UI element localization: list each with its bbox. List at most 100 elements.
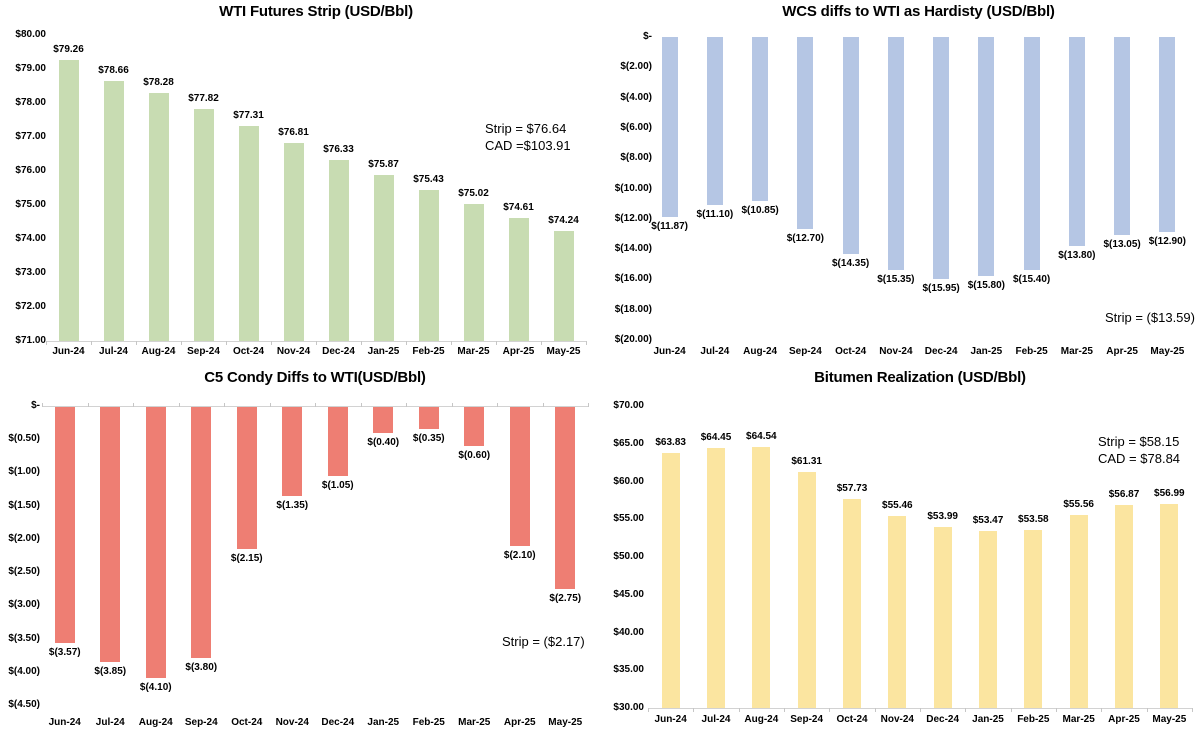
bar xyxy=(1159,37,1176,233)
axis-tick-mark xyxy=(181,341,182,345)
bar xyxy=(752,447,771,708)
x-axis-category-label: Mar-25 xyxy=(458,717,491,728)
y-axis-tick-label: $65.00 xyxy=(613,437,644,449)
axis-tick-mark xyxy=(693,708,695,712)
bar xyxy=(1160,504,1179,708)
x-axis-category-label: Jun-24 xyxy=(654,714,687,725)
x-axis-category-label: Mar-25 xyxy=(457,346,490,357)
y-axis-tick-label: $75.00 xyxy=(15,199,46,210)
x-axis-category-label: Sep-24 xyxy=(790,714,824,725)
strip-annotation: Strip = ($13.59) xyxy=(1105,309,1195,326)
x-axis-category-label: Dec-24 xyxy=(322,346,355,357)
x-axis-category-label: Feb-25 xyxy=(1017,714,1050,725)
bar xyxy=(464,406,485,446)
bar xyxy=(418,406,439,430)
bar-value-label: $75.87 xyxy=(368,159,399,171)
chart-title: C5 Condy Diffs to WTI(USD/Bbl) xyxy=(204,369,426,386)
bar-value-label: $(4.10) xyxy=(139,682,172,694)
bar xyxy=(797,37,814,230)
y-axis-tick-label: $(2.00) xyxy=(620,61,652,73)
y-axis-tick-label: $77.00 xyxy=(15,131,46,142)
x-axis-category-label: Sep-24 xyxy=(187,346,220,357)
bar xyxy=(661,452,680,708)
bar xyxy=(1069,515,1088,708)
y-axis-tick-label: $(20.00) xyxy=(614,334,652,345)
axis-tick-mark xyxy=(451,341,452,345)
bar xyxy=(1024,529,1043,708)
x-axis-category-label: Jan-25 xyxy=(970,346,1003,357)
x-axis-category-label: Sep-24 xyxy=(184,717,218,728)
y-axis-tick-label: $(2.00) xyxy=(8,532,40,544)
y-axis-tick-label: $(2.50) xyxy=(8,566,40,578)
axis-tick-mark xyxy=(226,341,227,345)
bar-value-label: $(0.35) xyxy=(412,433,445,445)
bar xyxy=(327,406,348,476)
axis-tick-mark xyxy=(178,403,180,407)
bar-value-label: $(15.95) xyxy=(922,282,960,294)
axis-tick-mark xyxy=(136,341,137,345)
axis-tick-mark xyxy=(46,341,47,345)
y-axis-tick-label: $35.00 xyxy=(613,664,644,676)
bar-value-label: $(0.60) xyxy=(458,449,491,461)
axis-tick-mark xyxy=(738,708,740,712)
x-axis-category-label: Dec-24 xyxy=(926,714,960,725)
axis-tick-mark xyxy=(87,403,89,407)
axis-tick-mark xyxy=(406,403,407,407)
bar xyxy=(797,471,816,708)
y-axis-tick-label: $- xyxy=(31,400,40,411)
axis-tick-mark xyxy=(451,403,453,407)
bar-value-label: $75.43 xyxy=(413,174,444,186)
y-axis-tick-label: $(12.00) xyxy=(614,212,652,224)
annotation-line: Strip = $76.64 xyxy=(485,121,567,136)
x-axis-category-label: Jan-25 xyxy=(972,714,1004,725)
x-axis-category-label: Mar-25 xyxy=(1062,714,1095,725)
x-axis-category-label: Jan-25 xyxy=(367,717,400,728)
y-axis-tick-label: $79.00 xyxy=(15,63,46,74)
bar xyxy=(238,126,259,341)
axis-tick-mark xyxy=(271,341,272,345)
bar-value-label: $57.73 xyxy=(836,482,868,494)
x-axis-category-label: Oct-24 xyxy=(835,346,867,357)
y-axis-tick-label: $(10.00) xyxy=(614,182,652,194)
bar-value-label: $(2.10) xyxy=(503,549,536,561)
strip-annotation: Strip = ($2.17) xyxy=(502,633,585,650)
axis-tick-mark xyxy=(269,403,271,407)
x-axis-category-label: Jun-24 xyxy=(48,717,81,728)
bar-value-label: $75.02 xyxy=(458,188,489,200)
bar xyxy=(328,159,349,341)
axis-tick-mark xyxy=(829,708,831,712)
x-axis-category-label: Apr-25 xyxy=(1106,346,1138,357)
axis-tick-mark xyxy=(588,403,589,407)
y-axis-tick-label: $60.00 xyxy=(613,475,644,487)
x-axis-category-label: Jul-24 xyxy=(95,717,125,728)
bar xyxy=(373,406,394,433)
x-axis-category-label: Jan-25 xyxy=(367,346,400,357)
x-axis-category-label: Oct-24 xyxy=(836,714,868,725)
bar-value-label: $(3.57) xyxy=(48,647,81,659)
bar xyxy=(978,37,995,277)
y-axis-tick-label: $70.00 xyxy=(613,400,644,411)
strip-annotation: Strip = $76.64 CAD =$103.91 xyxy=(485,120,571,154)
bar xyxy=(100,406,121,662)
bar xyxy=(933,37,950,279)
chart-wcs-diffs-to-wti: WCS diffs to WTI as Hardisty (USD/Bbl) $… xyxy=(600,0,1200,366)
axis-tick-mark xyxy=(965,708,967,712)
bar-value-label: $(15.35) xyxy=(877,273,915,285)
bar xyxy=(236,406,257,549)
y-axis-tick-label: $(16.00) xyxy=(614,273,652,285)
bar xyxy=(463,204,484,341)
chart-title: Bitumen Realization (USD/Bbl) xyxy=(814,369,1026,386)
chart-title: WCS diffs to WTI as Hardisty (USD/Bbl) xyxy=(782,3,1055,20)
bar-value-label: $(3.80) xyxy=(185,662,218,674)
bar-value-label: $78.28 xyxy=(143,77,174,89)
bar xyxy=(661,37,678,217)
bar xyxy=(509,406,530,546)
bar-value-label: $55.46 xyxy=(882,499,913,511)
bar-value-label: $(13.05) xyxy=(1103,238,1141,250)
bar xyxy=(842,37,859,255)
axis-tick-mark xyxy=(1192,708,1193,712)
x-axis-category-label: May-25 xyxy=(546,346,581,357)
x-axis-category-label: Oct-24 xyxy=(232,346,265,357)
y-axis-tick-label: $(4.00) xyxy=(8,665,40,677)
annotation-line: Strip = $58.15 xyxy=(1098,434,1180,449)
